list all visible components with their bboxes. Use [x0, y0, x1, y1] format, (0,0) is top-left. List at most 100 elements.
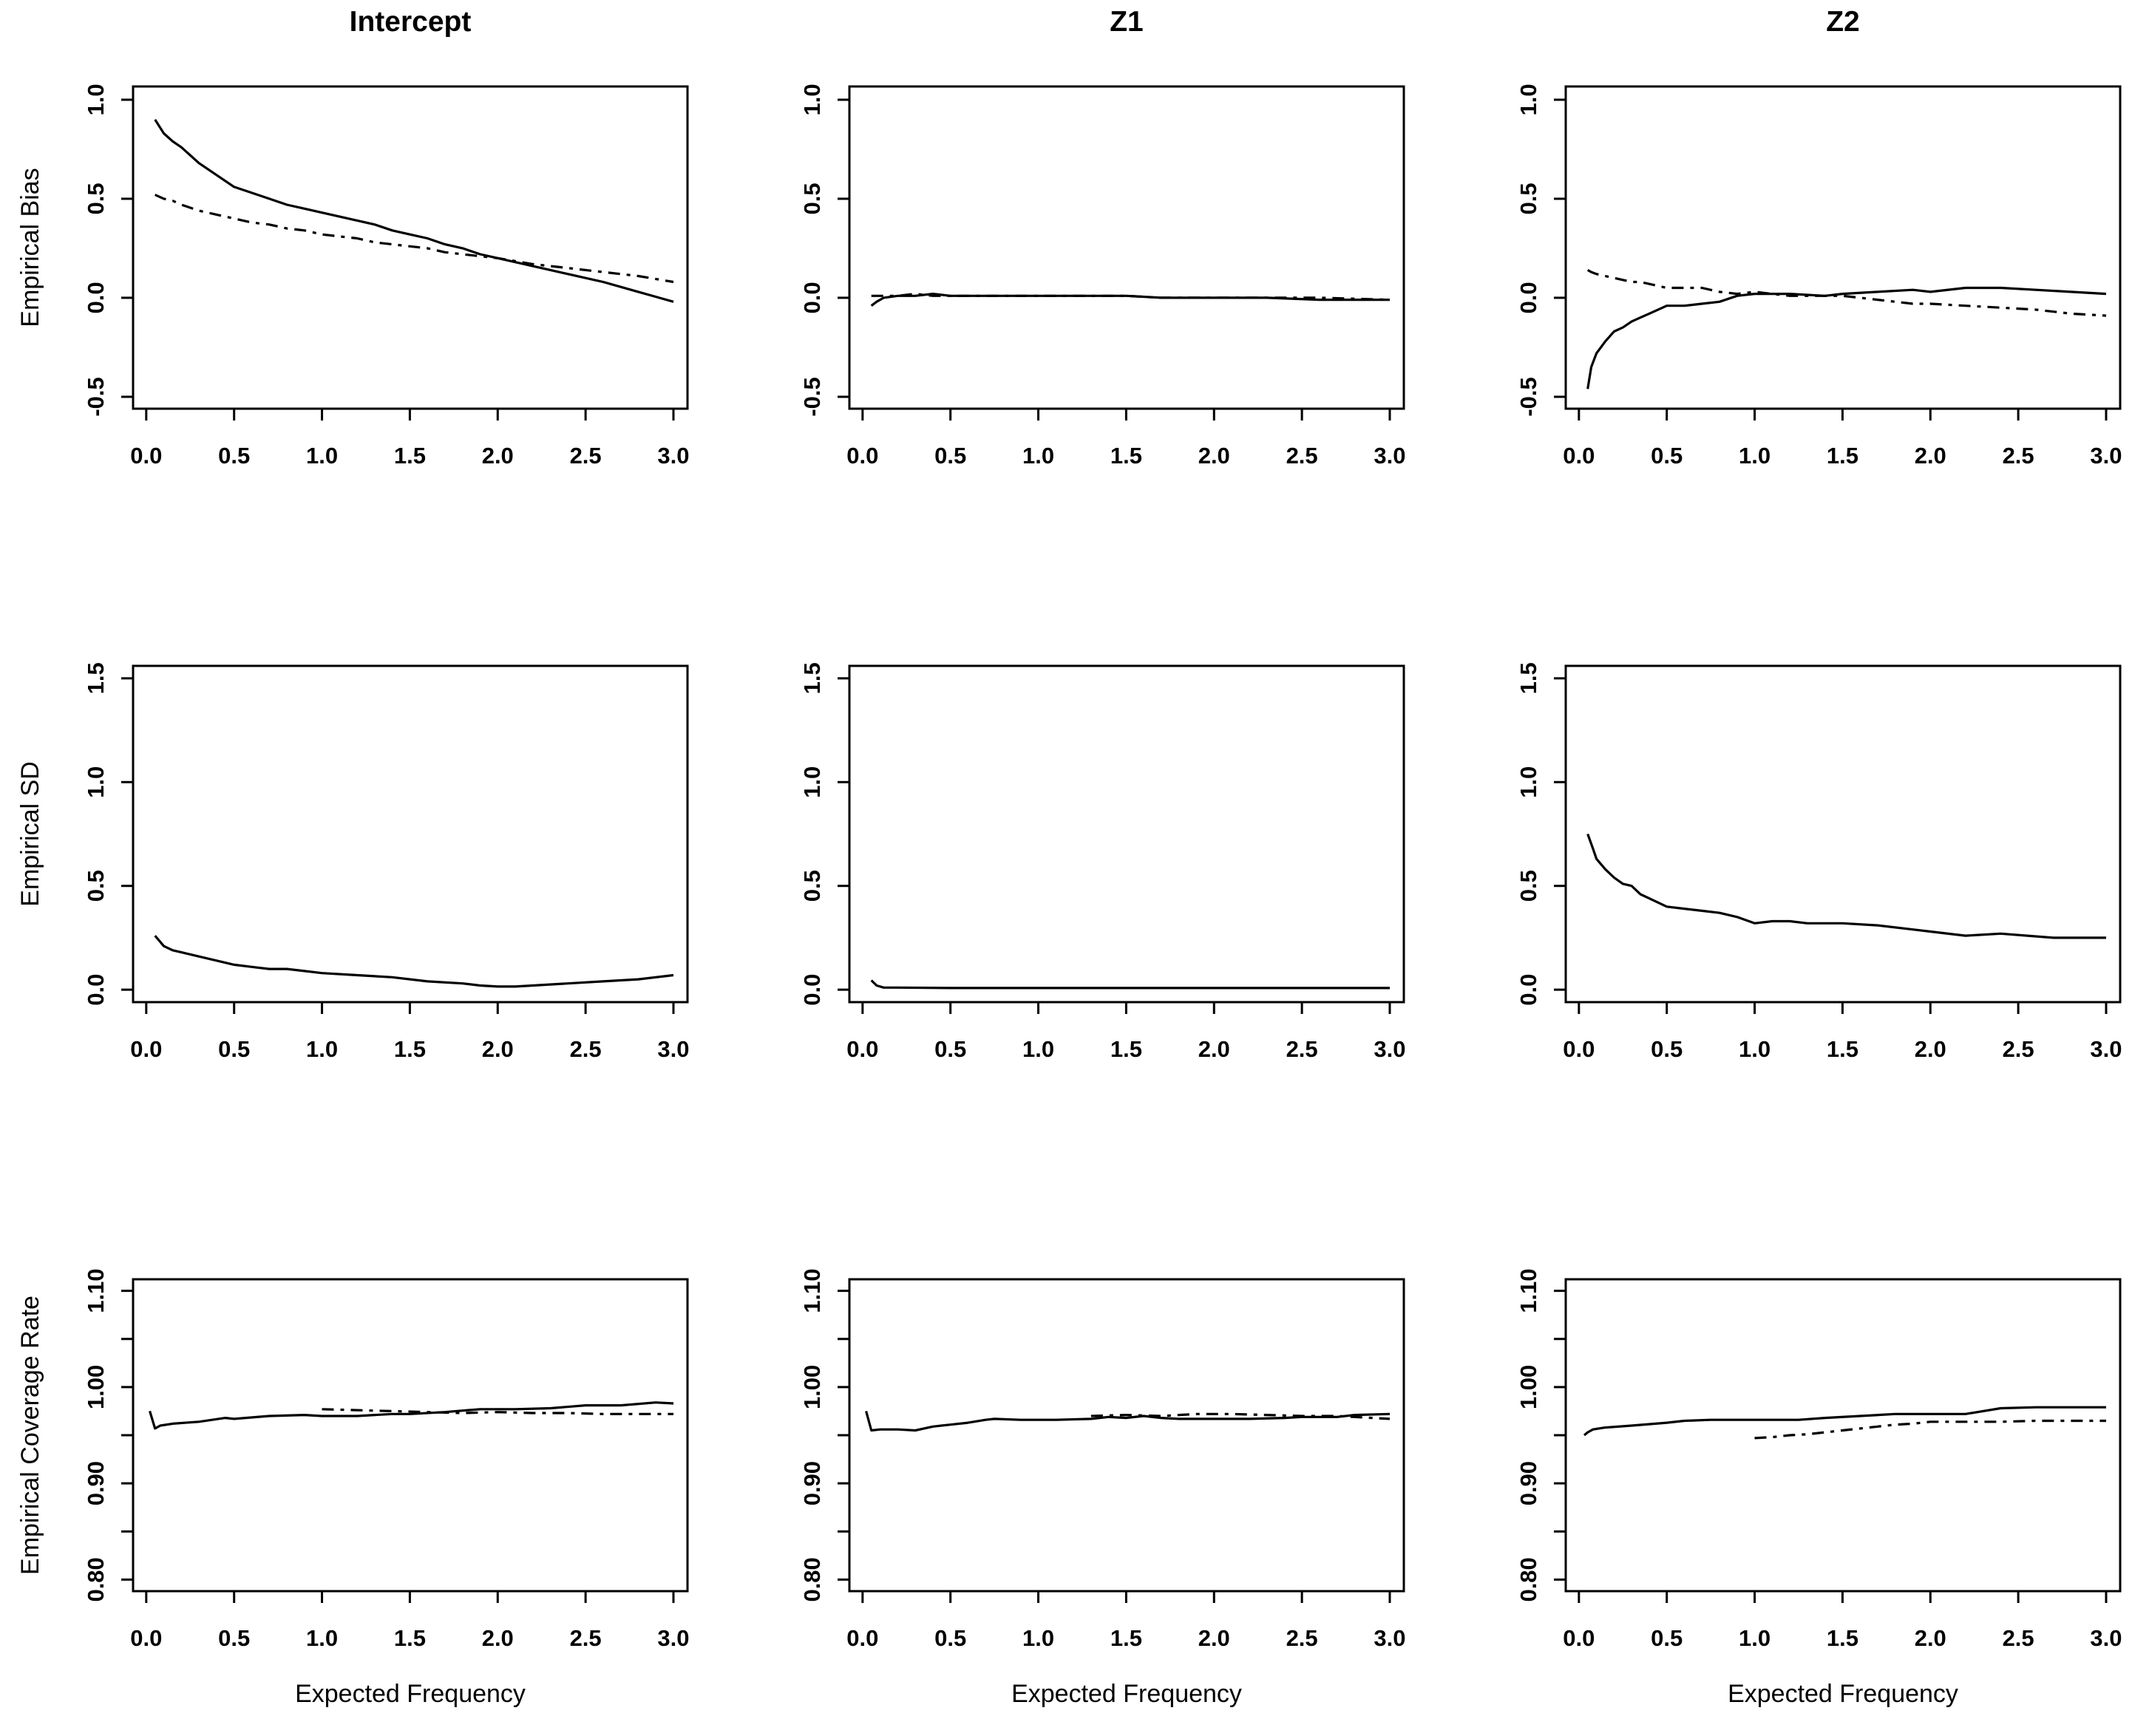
x-tick-label: 0.5	[218, 1036, 250, 1062]
panel-bias-intercept: 0.0 0.5 1.0 1.5 2.0 2.5 3.0 -0.5 0.0 0.5 1.0 Interc…	[16, 6, 690, 469]
x-tick-label: 2.0	[1915, 1625, 1946, 1651]
y-tick-label: 1.0	[799, 766, 825, 798]
x-tick-label: 2.5	[2003, 1625, 2034, 1651]
panel-sd-z2: 0.0 0.5 1.0 1.5 2.0 2.5 3.0 0.0 0.5 1.0 1.5	[1515, 662, 2122, 1062]
y-tick-label: 0.0	[799, 282, 825, 313]
x-tick-label: 2.0	[482, 443, 514, 469]
y-axis-title: Empirical Coverage Rate	[16, 1296, 44, 1575]
x-tick-label: 2.5	[1286, 1625, 1318, 1651]
y-tick-label: 0.80	[799, 1557, 825, 1601]
x-tick-label: 1.0	[1022, 1625, 1054, 1651]
x-axis-title: Expected Frequency	[295, 1680, 526, 1708]
panel-cell: 0.0 0.5 1.0 1.5 2.0 2.5 3.0 0.0 0.5 1.0 1.5	[716, 579, 1433, 1157]
panel-cell: 0.0 0.5 1.0 1.5 2.0 2.5 3.0 0.80 0.90 1.00 1.10 Emp…	[0, 1157, 716, 1736]
x-tick-label: 0.0	[1563, 1625, 1595, 1651]
x-tick-label: 0.5	[934, 1036, 966, 1062]
x-tick-label: 1.0	[1739, 1036, 1771, 1062]
x-axis-title: Expected Frequency	[1728, 1680, 1958, 1708]
y-axis-title: Empirical SD	[16, 761, 44, 906]
series-solid-line	[154, 935, 674, 988]
y-tick-label: -0.5	[1515, 377, 1541, 416]
x-tick-label: 2.0	[1915, 1036, 1946, 1062]
panel-bias-z2: 0.0 0.5 1.0 1.5 2.0 2.5 3.0 -0.5 0.0 0.5 1.0 Z2	[1515, 6, 2122, 469]
x-tick-label: 1.5	[394, 1625, 426, 1651]
x-tick-label: 2.0	[1198, 443, 1230, 469]
panel-coverage-z2: 0.0 0.5 1.0 1.5 2.0 2.5 3.0 0.80 0.90 1.00 1.10 Exp…	[1515, 1268, 2122, 1708]
x-tick-label: 1.0	[1022, 1036, 1054, 1062]
panel-title: Z2	[1826, 6, 1860, 38]
x-tick-label: 0.0	[1563, 1036, 1595, 1062]
panel-coverage-intercept: 0.0 0.5 1.0 1.5 2.0 2.5 3.0 0.80 0.90 1.00 1.10 Emp…	[16, 1268, 690, 1708]
x-tick-label: 1.0	[1739, 443, 1771, 469]
y-tick-label: 1.0	[799, 84, 825, 115]
panel-cell: 0.0 0.5 1.0 1.5 2.0 2.5 3.0 -0.5 0.0 0.5 1.0 Z2	[1433, 0, 2149, 579]
series-solid-line	[154, 118, 674, 303]
y-tick-label: 1.10	[1515, 1268, 1541, 1313]
panel-cell: 0.0 0.5 1.0 1.5 2.0 2.5 3.0 0.80 0.90 1.00 1.10 Exp…	[716, 1157, 1433, 1736]
panel-cell: 0.0 0.5 1.0 1.5 2.0 2.5 3.0 -0.5 0.0 0.5 1.0 Z1	[716, 0, 1433, 579]
series-solid-line	[149, 1401, 674, 1430]
panel-coverage-z1: 0.0 0.5 1.0 1.5 2.0 2.5 3.0 0.80 0.90 1.00 1.10 Exp…	[799, 1268, 1406, 1708]
panel-cell: 0.0 0.5 1.0 1.5 2.0 2.5 3.0 0.0 0.5 1.0 1.5	[1433, 579, 2149, 1157]
x-tick-label: 0.0	[130, 1036, 162, 1062]
x-tick-label: 0.5	[1651, 443, 1683, 469]
x-tick-label: 1.5	[394, 1036, 426, 1062]
plot-box	[132, 85, 689, 410]
y-tick-label: 0.5	[799, 183, 825, 214]
panel-cell: 0.0 0.5 1.0 1.5 2.0 2.5 3.0 0.0 0.5 1.0 1.5 Empiric…	[0, 579, 716, 1157]
plot-box	[1564, 1278, 2122, 1593]
series-dotdash-line	[155, 194, 674, 284]
panel-sd-z1: 0.0 0.5 1.0 1.5 2.0 2.5 3.0 0.0 0.5 1.0 1.5	[799, 662, 1406, 1062]
x-tick-label: 1.5	[1827, 1625, 1858, 1651]
x-tick-label: 1.0	[1739, 1625, 1771, 1651]
x-tick-label: 2.5	[570, 443, 602, 469]
x-tick-label: 3.0	[1374, 1625, 1405, 1651]
series-dotdash-line	[871, 293, 1391, 302]
x-tick-label: 3.0	[2090, 443, 2122, 469]
x-tick-label: 2.0	[482, 1625, 514, 1651]
y-tick-label: 1.00	[799, 1365, 825, 1409]
y-tick-label: 1.5	[799, 662, 825, 694]
x-tick-label: 2.5	[2003, 1036, 2034, 1062]
x-tick-label: 0.0	[846, 1036, 878, 1062]
x-axis-title: Expected Frequency	[1011, 1680, 1242, 1708]
y-tick-label: 1.0	[1515, 766, 1541, 798]
panel-cell: 0.0 0.5 1.0 1.5 2.0 2.5 3.0 -0.5 0.0 0.5 1.0 Interc…	[0, 0, 716, 579]
y-tick-label: 0.5	[83, 183, 109, 214]
series-dotdash-line	[1586, 269, 2107, 317]
x-tick-label: 1.5	[1827, 443, 1858, 469]
y-tick-label: 0.90	[1515, 1461, 1541, 1505]
x-tick-label: 3.0	[657, 1625, 689, 1651]
y-tick-label: 0.0	[83, 282, 109, 313]
y-tick-label: 1.5	[1515, 662, 1541, 694]
y-tick-label: 0.0	[1515, 282, 1541, 313]
y-tick-label: 0.5	[1515, 870, 1541, 902]
x-tick-label: 1.5	[1827, 1036, 1858, 1062]
x-tick-label: 3.0	[2090, 1625, 2122, 1651]
y-tick-label: -0.5	[83, 377, 109, 416]
plot-box	[848, 664, 1405, 1004]
y-tick-label: 0.0	[83, 974, 109, 1006]
series-dotdash-line	[1754, 1419, 2106, 1440]
x-tick-label: 3.0	[2090, 1036, 2122, 1062]
x-tick-label: 0.5	[218, 443, 250, 469]
panel-bias-z1: 0.0 0.5 1.0 1.5 2.0 2.5 3.0 -0.5 0.0 0.5 1.0 Z1	[799, 6, 1406, 469]
y-tick-label: 0.0	[799, 974, 825, 1006]
y-tick-label: 1.00	[1515, 1365, 1541, 1409]
y-tick-label: 1.10	[799, 1268, 825, 1313]
x-tick-label: 0.0	[846, 1625, 878, 1651]
panel-cell: 0.0 0.5 1.0 1.5 2.0 2.5 3.0 0.80 0.90 1.00 1.10 Exp…	[1433, 1157, 2149, 1736]
y-tick-label: 0.90	[799, 1461, 825, 1505]
x-tick-label: 0.5	[1651, 1036, 1683, 1062]
x-tick-label: 2.0	[1915, 443, 1946, 469]
x-tick-label: 0.5	[934, 1625, 966, 1651]
y-tick-label: 1.0	[83, 766, 109, 798]
x-tick-label: 1.5	[1110, 443, 1142, 469]
y-tick-label: 1.10	[83, 1268, 109, 1313]
x-tick-label: 2.0	[1198, 1036, 1230, 1062]
x-tick-label: 2.5	[2003, 443, 2034, 469]
x-tick-label: 1.0	[306, 443, 338, 469]
panel-sd-intercept: 0.0 0.5 1.0 1.5 2.0 2.5 3.0 0.0 0.5 1.0 1.5 Empiric…	[16, 662, 690, 1062]
x-tick-label: 2.5	[570, 1036, 602, 1062]
x-tick-label: 1.5	[394, 443, 426, 469]
